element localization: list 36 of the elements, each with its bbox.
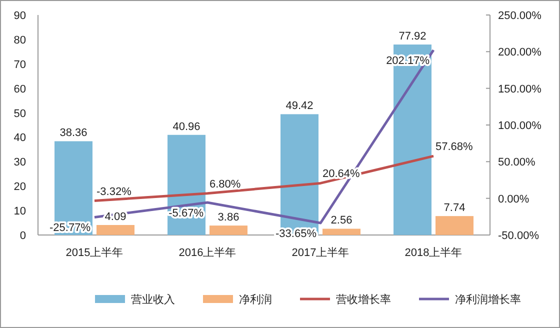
ytick: 0 xyxy=(20,230,26,242)
ytick: 50 xyxy=(14,108,26,120)
y2tick: 250.00% xyxy=(498,10,542,22)
data-label: 40.96 xyxy=(172,120,200,133)
legend-label: 净利润增长率 xyxy=(455,294,521,306)
data-label: 6.80% xyxy=(210,178,241,190)
ytick: 90 xyxy=(14,10,26,22)
data-label: -3.32% xyxy=(96,186,132,198)
data-label: 57.68% xyxy=(436,141,473,154)
y2tick: 0.00% xyxy=(498,193,530,206)
y2tick: 50.00% xyxy=(498,156,536,169)
y2tick: 100.00% xyxy=(498,120,542,132)
data-label: -5.67% xyxy=(168,208,204,220)
ytick: 80 xyxy=(14,34,26,46)
xtick: 2016上半年 xyxy=(178,247,236,259)
y2tick: 200.00% xyxy=(498,46,542,59)
data-label: 49.42 xyxy=(286,100,314,112)
data-label: 2.56 xyxy=(330,214,352,227)
y2tick: 150.00% xyxy=(498,83,542,96)
ytick: 60 xyxy=(14,83,26,96)
ytick: 20 xyxy=(14,181,26,194)
data-label: 7.74 xyxy=(444,202,466,214)
ytick: 10 xyxy=(14,206,26,218)
xtick: 2018上半年 xyxy=(404,247,462,259)
legend-label: 营收增长率 xyxy=(336,294,391,306)
data-label: 3.86 xyxy=(218,212,240,224)
xtick: 2017上半年 xyxy=(292,247,350,259)
legend-label: 营业收入 xyxy=(131,294,175,306)
ytick: 30 xyxy=(14,156,26,169)
y2tick: -50.00% xyxy=(498,230,539,242)
ytick: 70 xyxy=(14,58,26,71)
data-label: 77.92 xyxy=(398,30,426,43)
data-label: 38.36 xyxy=(60,127,88,140)
xtick: 2015上半年 xyxy=(66,247,124,259)
ytick: 40 xyxy=(14,132,26,144)
legend-label: 净利润 xyxy=(239,294,272,306)
